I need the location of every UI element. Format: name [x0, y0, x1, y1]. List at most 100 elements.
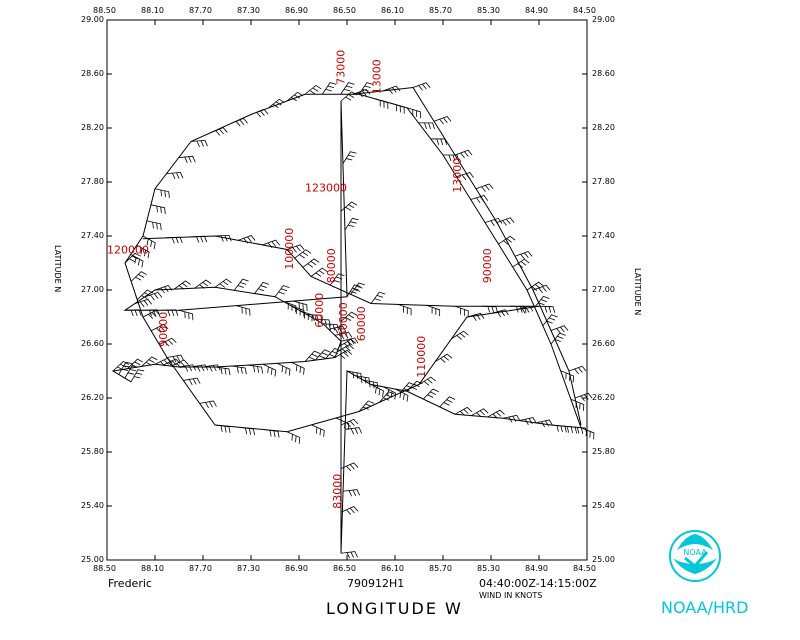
tick-label: 86.50: [333, 564, 356, 573]
wind-barb: [159, 337, 177, 347]
wind-barb: [314, 349, 331, 361]
wind-barb: [214, 234, 232, 242]
wind-barb: [130, 271, 147, 282]
wind-barb: [340, 506, 359, 515]
noaa-logo-icon: NOAA: [669, 530, 721, 582]
altitude-label: 80000: [325, 248, 338, 283]
wind-barb: [515, 305, 534, 314]
wind-barb: [340, 91, 358, 102]
tick-label: 87.70: [189, 6, 212, 15]
tick-label: 25.00: [592, 555, 615, 564]
wind-barb: [406, 380, 423, 392]
wind-barb: [334, 331, 353, 340]
wind-barb: [154, 357, 173, 367]
wind-barb: [178, 155, 196, 164]
wind-barb: [321, 82, 337, 95]
tick-label: 87.30: [237, 6, 260, 15]
wind-barb: [178, 364, 197, 372]
wind-barb: [412, 82, 431, 91]
tick-label: 88.10: [141, 6, 164, 15]
wind-barb: [340, 82, 355, 95]
tick-label: 85.70: [429, 6, 452, 15]
altitude-label: 60000: [313, 293, 326, 328]
tick-label: 28.60: [81, 69, 104, 78]
altitude-label: 83000: [331, 474, 344, 509]
tick-label: 25.00: [81, 555, 104, 564]
wind-barb: [190, 235, 208, 243]
wind-barb: [363, 379, 379, 389]
altitude-label: 13000: [371, 59, 384, 94]
wind-barb: [311, 424, 325, 437]
wind-barb: [345, 427, 363, 435]
tick-label: 26.60: [592, 339, 615, 348]
wind-barb: [570, 398, 585, 411]
wind-barb: [233, 278, 249, 291]
wind-barb: [560, 370, 574, 383]
wind-barb: [286, 244, 305, 253]
wind-barb: [166, 354, 185, 363]
tick-label: 88.50: [93, 564, 116, 573]
tick-label: 85.30: [477, 564, 500, 573]
wind-barb: [162, 358, 181, 368]
wind-barb: [487, 409, 505, 419]
wind-barb: [302, 258, 320, 268]
time-range: 04:40:00Z-14:15:00Z: [479, 577, 597, 590]
wind-barb: [470, 194, 489, 204]
tick-label: 86.90: [285, 564, 308, 573]
wind-barb: [534, 295, 550, 308]
altitude-label: 50000: [337, 302, 350, 337]
wind-barb: [274, 285, 290, 297]
tick-label: 27.40: [592, 231, 615, 240]
tick-label: 28.20: [81, 123, 104, 132]
wind-barb: [423, 388, 439, 400]
tick-label: 86.10: [381, 564, 404, 573]
wind-barb: [336, 344, 355, 354]
wind-barb: [418, 122, 435, 129]
tick-label: 84.90: [525, 6, 548, 15]
wind-barb: [510, 305, 527, 313]
wind-barb: [454, 149, 473, 159]
tick-label: 85.30: [477, 6, 500, 15]
wind-barb: [124, 309, 142, 317]
wind-barb: [134, 298, 152, 308]
wind-barb: [340, 551, 358, 559]
wind-barb: [142, 235, 156, 250]
tick-label: 84.50: [573, 6, 596, 15]
wind-barb: [451, 330, 469, 340]
storm-name: Frederic: [108, 577, 152, 590]
wind-barb: [286, 91, 304, 102]
wind-barb: [304, 84, 322, 95]
y-axis-title-left: LATITUDE N: [53, 245, 62, 293]
wind-barb: [538, 305, 556, 313]
wind-barb: [512, 258, 530, 268]
tick-label: 26.20: [81, 393, 104, 402]
wind-barb: [112, 360, 129, 372]
wind-barb: [390, 102, 405, 114]
wind-barb: [250, 108, 269, 118]
wind-barb: [203, 364, 221, 372]
wind-barb: [519, 417, 537, 425]
wind-barb: [277, 362, 291, 376]
wind-barb: [214, 366, 231, 376]
tick-label: 27.80: [592, 177, 615, 186]
altitude-label: 13000: [451, 158, 464, 193]
wind-barb: [406, 107, 421, 119]
wind-barb: [210, 127, 228, 136]
wind-barb: [439, 396, 456, 408]
tick-label: 25.80: [81, 447, 104, 456]
wind-barb: [329, 273, 345, 286]
altitude-label: 100000: [283, 228, 296, 270]
wind-barb: [502, 414, 521, 423]
wind-barb: [191, 364, 209, 372]
wind-barb: [514, 250, 533, 260]
wind-barb: [456, 172, 474, 181]
wind-barb: [124, 252, 141, 264]
wind-barb: [141, 356, 158, 367]
tick-label: 28.60: [592, 69, 615, 78]
wind-barb: [237, 235, 256, 244]
altitude-label: 123000: [305, 181, 347, 194]
wind-barb: [183, 377, 201, 386]
wind-barb: [247, 364, 264, 374]
plot-frame: [106, 19, 588, 561]
wind-barb: [254, 281, 270, 294]
